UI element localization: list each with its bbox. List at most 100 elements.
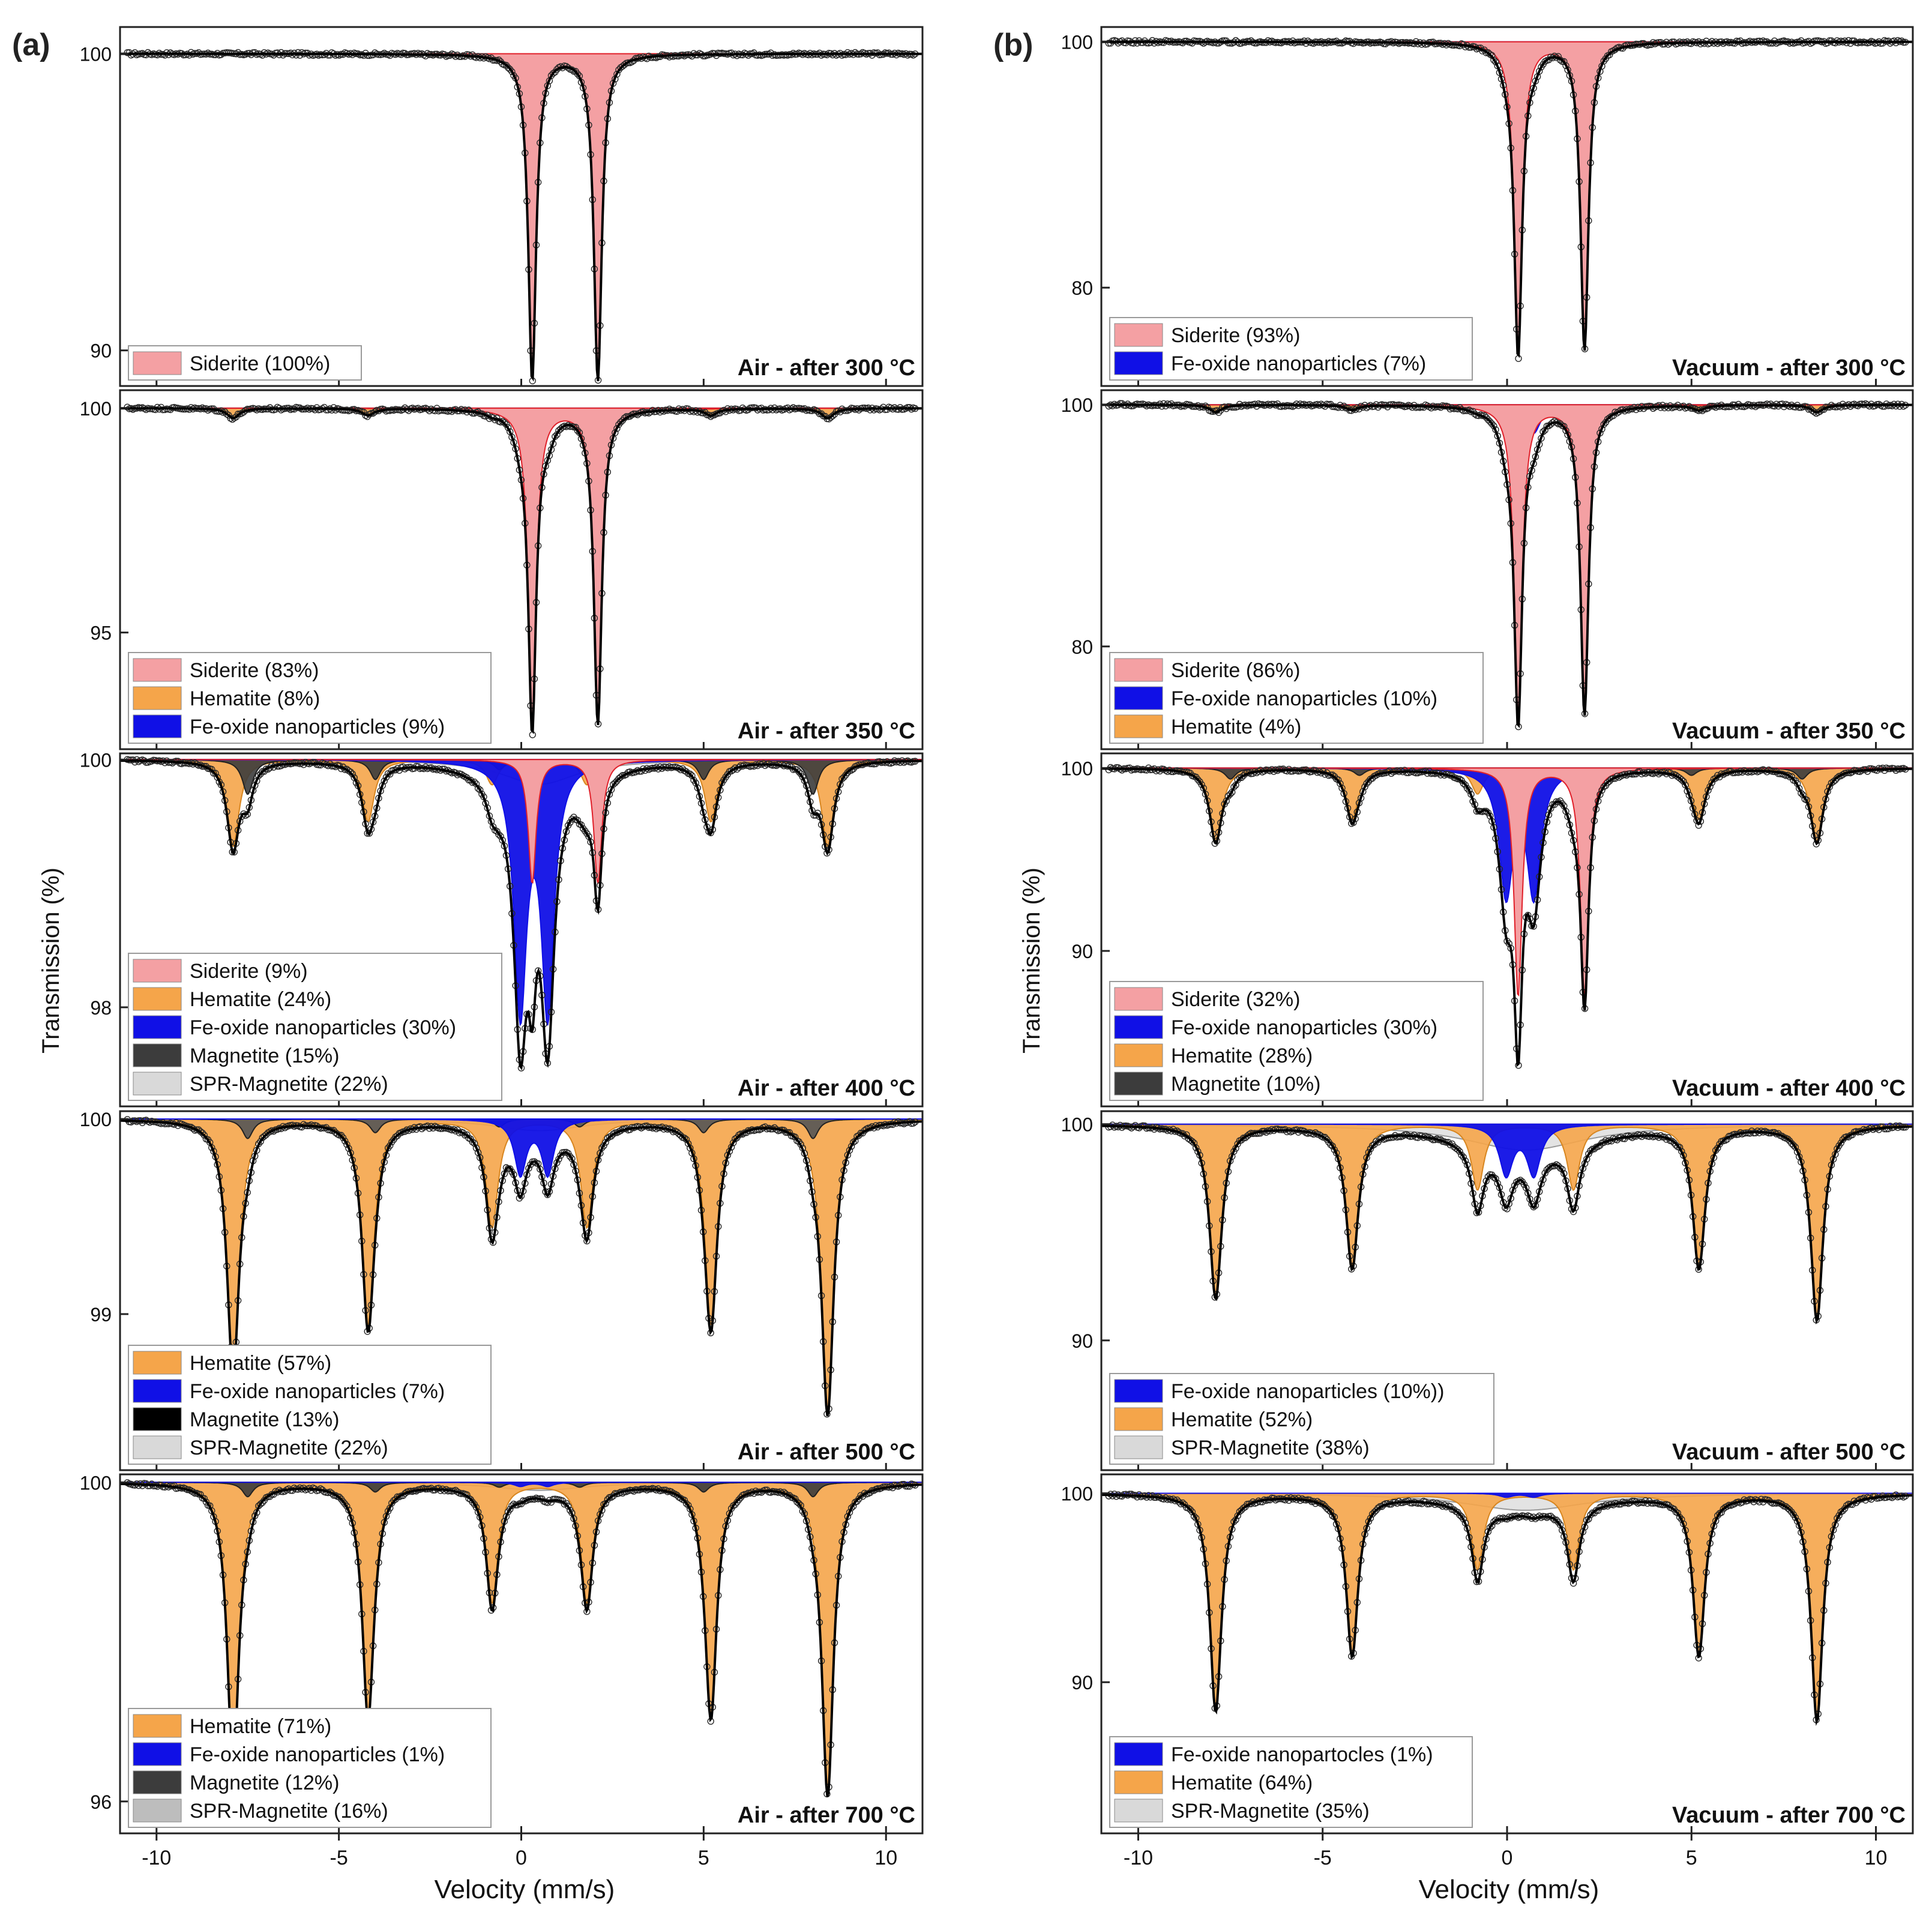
data-point: [840, 773, 847, 781]
data-point: [1327, 400, 1334, 408]
data-point: [471, 1139, 478, 1147]
legend-label: Fe-oxide nanoparticles (10%)): [1171, 1380, 1444, 1403]
legend-swatch-hematite: [1114, 1043, 1163, 1067]
data-point: [849, 1139, 857, 1146]
legend-label: Siderite (86%): [1171, 659, 1300, 682]
data-point: [613, 70, 621, 78]
data-point: [1321, 1503, 1329, 1510]
legend-swatch-spr-magnetite: [133, 1435, 182, 1459]
data-point: [1236, 1508, 1244, 1515]
legend-box: [1109, 981, 1484, 1101]
legend-swatch-magnetite: [133, 1770, 182, 1794]
legend-swatch-fe-oxide: [1114, 351, 1163, 375]
data-point: [1670, 1139, 1678, 1147]
data-point: [210, 770, 217, 777]
data-point: [1829, 778, 1837, 785]
legend-swatch-fe-oxide: [1114, 1742, 1163, 1766]
data-point: [229, 415, 236, 423]
condition-title: Air - after 500 °C: [738, 1440, 915, 1465]
data-point: [1834, 774, 1841, 782]
data-point: [909, 52, 917, 59]
data-point: [469, 1498, 476, 1506]
y-tick-label: 100: [80, 43, 112, 65]
data-point: [1367, 1515, 1374, 1522]
legend-swatch-fe-oxide: [133, 1015, 182, 1039]
data-point: [1649, 405, 1657, 412]
x-tick-label-left: 10: [874, 1847, 897, 1869]
data-point: [202, 1498, 210, 1506]
data-point: [1708, 779, 1716, 786]
total-fit-line: [1101, 767, 1913, 1067]
legend-swatch-siderite: [1114, 323, 1163, 347]
y-tick-label: 100: [80, 749, 112, 771]
legend-swatch-siderite: [133, 351, 182, 375]
data-point: [1587, 1511, 1594, 1519]
legend-box: [1109, 1736, 1473, 1828]
data-point: [1590, 1145, 1598, 1153]
legend: Siderite (9%) Hematite (24%) Fe-oxide nano…: [128, 953, 502, 1101]
data-point: [260, 1132, 268, 1140]
legend-label: Magnetite (10%): [1171, 1073, 1320, 1096]
panel-b-2: 100 80 Siderite (86%) Fe-oxide nanoparticle…: [1061, 389, 1914, 750]
condition-title: Air - after 350 °C: [738, 719, 915, 744]
panel-a-5: 100 96 Hematite (71%) Fe-oxide nanoparticle…: [80, 1472, 924, 1835]
total-fit-line: [1101, 1124, 1913, 1325]
data-point: [339, 1498, 347, 1506]
legend-swatch-spr-magnetite: [1114, 1799, 1163, 1823]
data-point: [1714, 1144, 1721, 1152]
data-point: [477, 786, 484, 794]
legend: Hematite (71%) Fe-oxide nanoparticles (1%…: [128, 1708, 492, 1828]
data-point: [1247, 37, 1255, 44]
data-point: [1562, 427, 1569, 434]
data-point: [1461, 781, 1469, 789]
legend-label: Fe-oxide nanoparticles (1%): [190, 1743, 445, 1766]
data-point: [1456, 1148, 1463, 1155]
legend-swatch-fe-oxide: [1114, 1379, 1163, 1403]
data-point: [1486, 418, 1494, 426]
data-point: [1674, 1509, 1682, 1517]
data-point: [234, 49, 242, 56]
legend-label: Fe-oxide nanoparticles (7%): [1171, 352, 1426, 375]
x-tick-label-right: 5: [1686, 1847, 1697, 1869]
total-fit-line: [120, 1482, 922, 1797]
legend-label: SPR-Magnetite (35%): [1171, 1800, 1370, 1823]
x-tick-label-right: 10: [1865, 1847, 1888, 1869]
plot-content: [120, 49, 922, 385]
data-point: [1605, 414, 1613, 421]
data-point: [792, 1133, 799, 1141]
x-tick-label-right: -10: [1124, 1847, 1153, 1869]
data-point: [1329, 1142, 1336, 1150]
data-point: [617, 773, 624, 781]
total-fit-line: [1101, 1494, 1913, 1726]
data-point: [564, 1503, 572, 1510]
total-fit-line: [120, 1119, 922, 1417]
plot-content: [1101, 1121, 1913, 1325]
legend-swatch-siderite: [1114, 658, 1163, 682]
plot-content: [1101, 400, 1913, 731]
data-point: [617, 418, 624, 426]
component-fe-oxide-nanoparticles: [1101, 1123, 1913, 1179]
y-tick-label: 100: [80, 398, 112, 420]
legend-swatch-magnetite-black: [133, 1407, 182, 1431]
data-point: [1605, 51, 1613, 59]
data-point: [1492, 1175, 1499, 1183]
data-point: [152, 406, 159, 414]
data-point: [426, 407, 433, 414]
panel-b-label: (b): [993, 28, 1033, 62]
legend-swatch-fe-oxide: [1114, 1015, 1163, 1039]
data-point: [1363, 780, 1370, 787]
data-point: [1598, 786, 1605, 794]
data-point: [795, 1500, 802, 1507]
legend-box: [128, 1345, 492, 1465]
data-point: [549, 70, 557, 77]
plot-content: [1101, 1491, 1913, 1726]
condition-title: Vacuum - after 700 °C: [1672, 1803, 1906, 1828]
data-point: [1490, 56, 1497, 64]
x-tick-label-left: 5: [698, 1847, 709, 1869]
data-point: [1188, 1138, 1196, 1145]
data-point: [1558, 58, 1566, 65]
data-point: [1319, 1133, 1327, 1141]
data-point: [727, 49, 735, 56]
legend-label: Hematite (4%): [1171, 716, 1301, 738]
legend-box: [1109, 652, 1484, 744]
